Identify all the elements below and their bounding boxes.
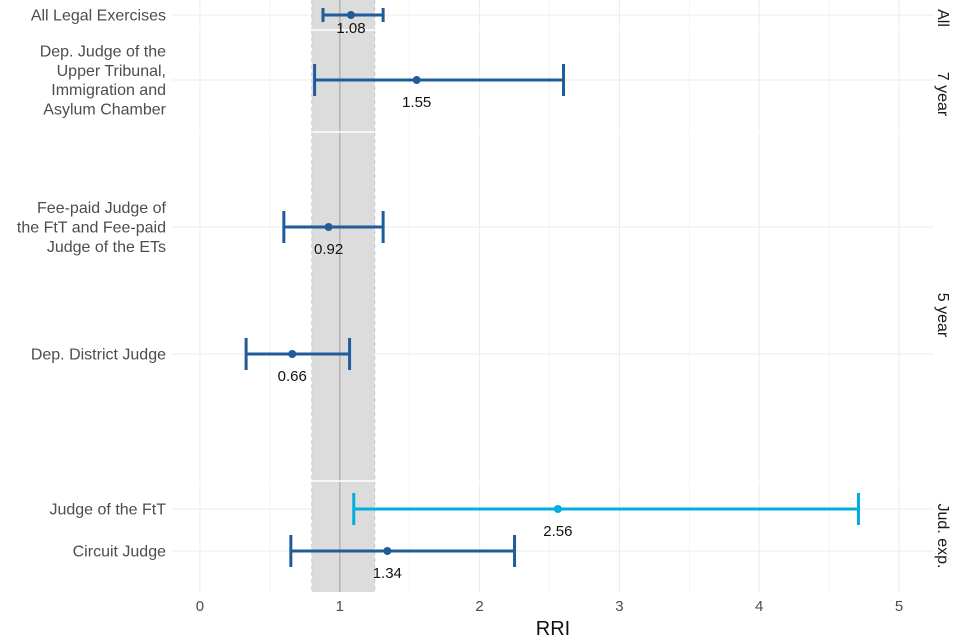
labels-layer: 1.08 All Legal Exercises All 1.55 Dep. Judge… [17,8,951,616]
point-estimate [553,505,562,513]
row-label: Judge of the FtT [49,502,166,519]
row-label: Dep. Judge of the [40,44,166,61]
grid-layer [172,0,934,592]
point-estimate [412,76,421,84]
x-tick-label: 3 [615,598,623,615]
point-estimate [383,547,392,555]
value-label: 1.34 [373,565,402,582]
x-tick-label: 2 [475,598,483,615]
row-label: Asylum Chamber [43,101,166,118]
point-estimate [288,350,297,358]
value-label: 1.55 [402,94,431,111]
row-label: Upper Tribunal, [57,63,166,80]
row-label: Dep. District Judge [31,347,166,364]
reference-band-layer [172,0,934,592]
row-label: Circuit Judge [73,544,166,561]
value-label: 2.56 [543,523,572,540]
strip-label: 5 year [934,293,951,338]
strip-label: All [934,9,951,27]
x-tick-label: 4 [755,598,763,615]
row-label: Judge of the ETs [47,239,166,256]
reference-band [311,481,375,592]
value-label: 1.08 [336,20,365,37]
strip-label: 7 year [934,72,951,117]
value-label: 0.66 [278,368,307,385]
value-label: 0.92 [314,241,343,258]
x-tick-label: 5 [895,598,903,615]
row-label: Immigration and [51,82,166,99]
row-label: Fee-paid Judge of [37,200,167,217]
strip-label: Jud. exp. [934,504,951,569]
point-estimate [346,11,355,19]
x-axis-title: RRI [536,618,570,640]
row-label: All Legal Exercises [31,8,166,25]
point-estimate [324,223,333,231]
row-label: the FtT and Fee-paid [17,220,166,237]
x-tick-label: 0 [196,598,204,615]
x-tick-label: 1 [336,598,344,615]
reference-band [311,132,375,481]
marks-layer [244,8,860,567]
